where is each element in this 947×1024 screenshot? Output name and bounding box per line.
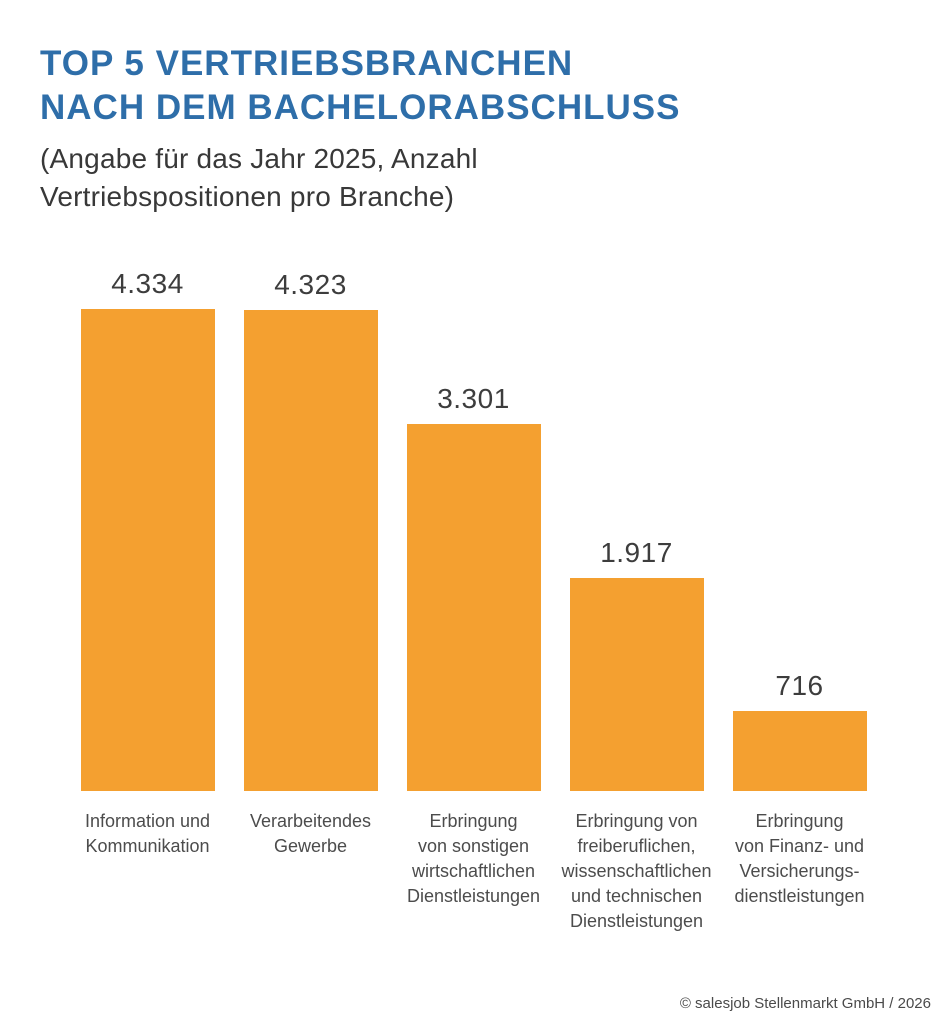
bar-chart: 4.334 4.323 3.301 1.917 716 Information und K… [40,261,947,934]
category-label-line: Dienstleistungen [406,886,541,906]
category-label-line: Information und [84,811,211,831]
category-label-line: und technischen [570,886,703,906]
category-label-line: Dienstleistungen [569,911,704,931]
bar-column: 3.301 [392,383,555,791]
bar-value-label: 716 [775,670,824,701]
bars-row: 4.334 4.323 3.301 1.917 716 [66,261,947,791]
bar-column: 4.334 [66,268,229,791]
bar-column: 1.917 [555,537,718,791]
category-label-line: wirtschaftlichen [411,861,536,881]
category-label-line: Verarbeitendes [249,811,372,831]
bar-value-label: 4.334 [111,268,184,299]
category-label-line: freiberuflichen, [577,836,696,856]
bar [406,424,541,791]
bar [80,309,215,791]
bar-column: 4.323 [229,269,392,791]
bar [732,711,867,791]
chart-title-line-2: NACH DEM BACHELORABSCHLUSS [40,88,681,127]
category-label-line: wissenschaftlichen [561,861,712,881]
chart-subtitle: (Angabe für das Jahr 2025, Anzahl Vertri… [40,143,478,212]
category-labels-row: Information und Kommunikation Verarbeitend… [66,809,947,934]
bar-value-label: 1.917 [600,537,673,568]
category-label-line: Erbringung von [575,811,698,831]
category-label-line: Erbringung [755,811,844,831]
category-label-line: Erbringung [429,811,518,831]
category-label: Erbringung von freiberuflichen, wissenscha… [555,809,718,934]
bar [243,310,378,791]
category-label: Verarbeitendes Gewerbe [229,809,392,934]
copyright-text: © salesjob Stellenmarkt GmbH / 2026 [679,995,931,1012]
category-label-line: Versicherungs- [739,861,860,881]
category-label: Erbringung von sonstigen wirtschaftlichen D… [392,809,555,934]
category-label-line: von Finanz- und [734,836,865,856]
category-label: Erbringung von Finanz- und Versicherungs-d… [718,809,881,934]
bar [569,578,704,791]
chart-title: TOP 5 VERTRIEBSBRANCHEN NACH DEM BACHELO… [40,42,947,130]
bar-value-label: 3.301 [437,383,510,414]
category-label-line: dienstleistungen [734,886,865,906]
bar-value-label: 4.323 [274,269,347,300]
category-label-line: Kommunikation [85,836,210,856]
category-label-line: Gewerbe [273,836,348,856]
bar-column: 716 [718,670,881,791]
chart-title-line-1: TOP 5 VERTRIEBSBRANCHEN [40,44,574,83]
category-label-line: von sonstigen [417,836,530,856]
category-label: Information und Kommunikation [66,809,229,934]
